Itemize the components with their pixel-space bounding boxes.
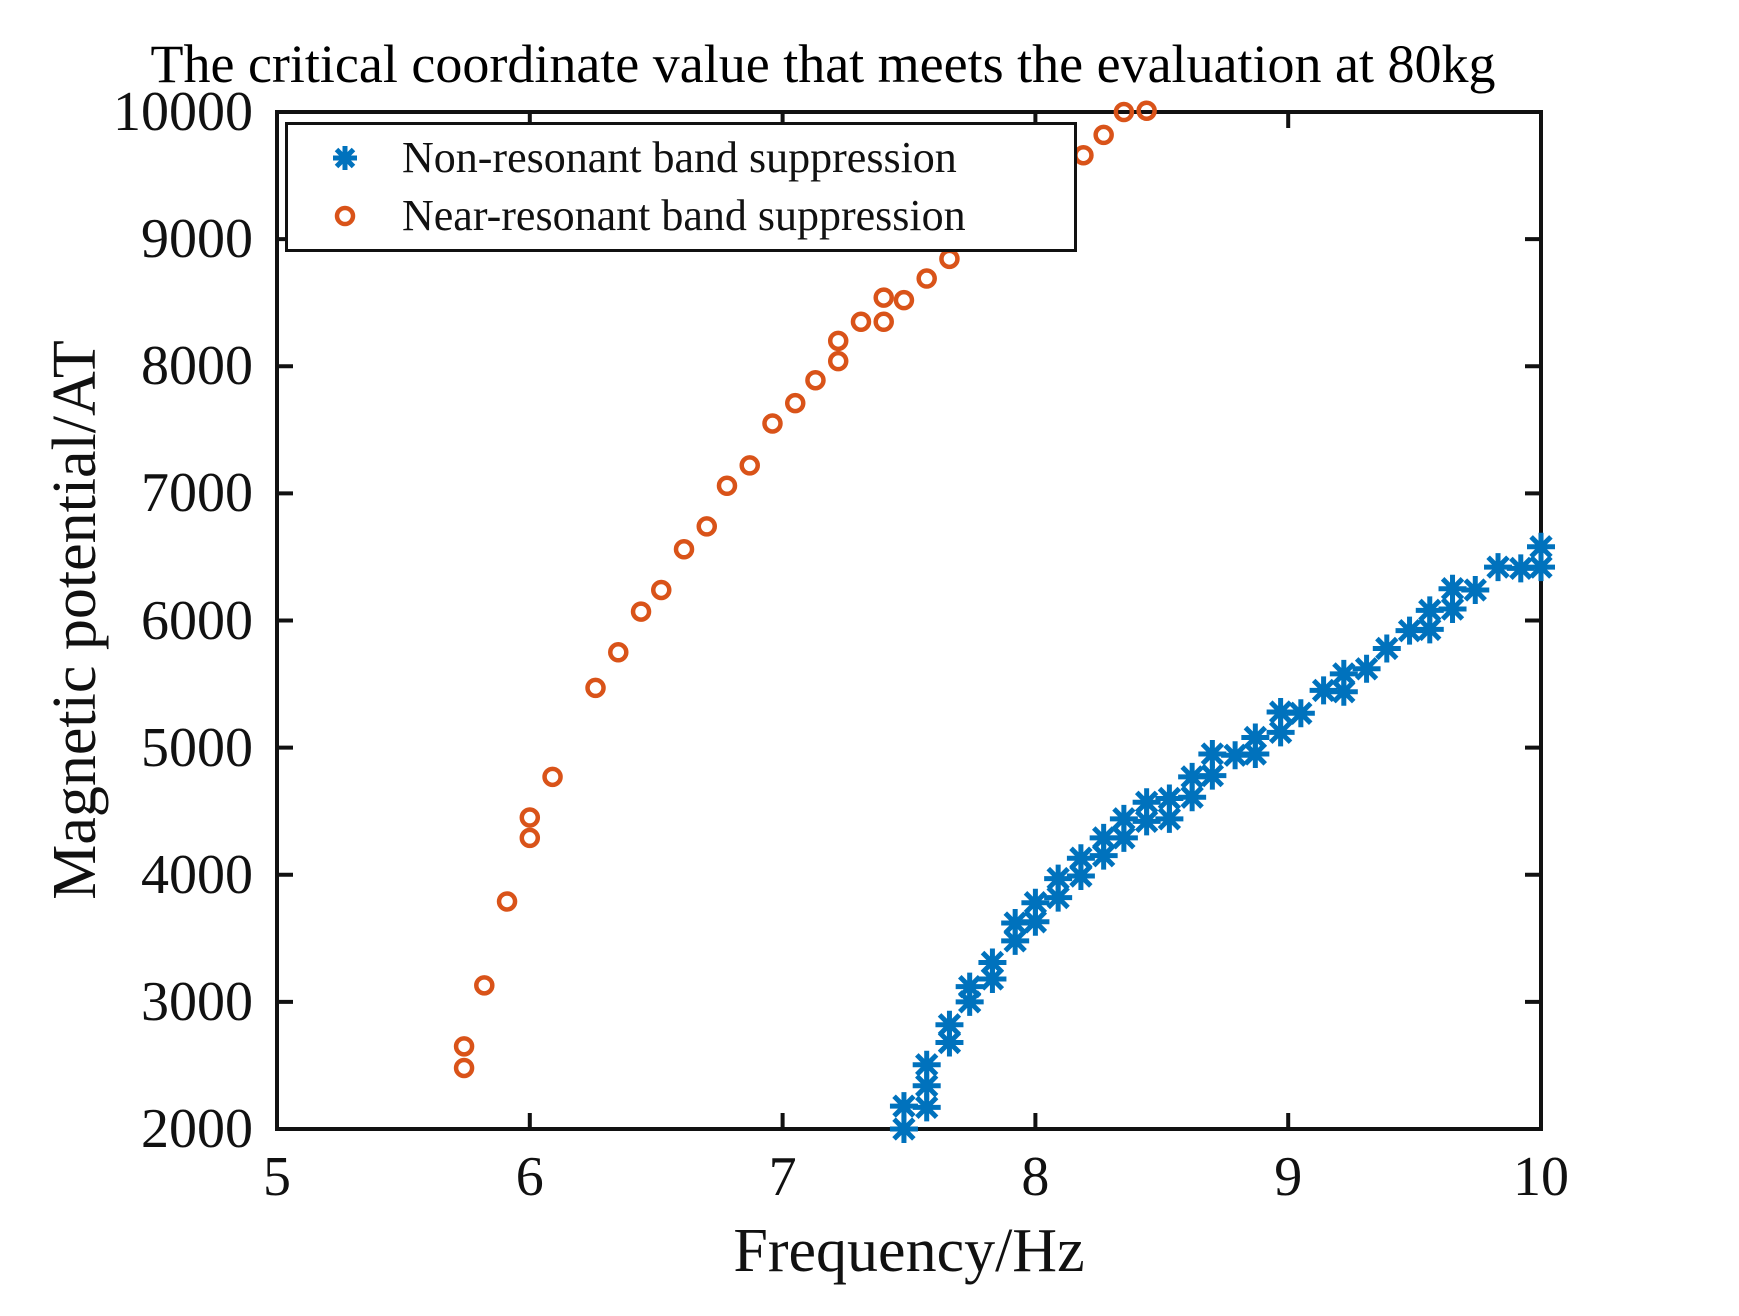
x-tick-label: 8 <box>1021 1146 1050 1208</box>
y-tick-label: 8000 <box>141 335 253 398</box>
x-tick-label: 6 <box>515 1146 544 1208</box>
circle-marker-icon <box>334 205 356 227</box>
y-tick-label: 7000 <box>141 462 253 525</box>
y-tick-label: 2000 <box>141 1098 253 1160</box>
legend-box: Non-resonant band suppression Near-reson… <box>285 122 1077 252</box>
x-tick-label: 5 <box>263 1146 291 1208</box>
y-tick-label: 10000 <box>113 81 253 143</box>
legend-item-nearresonant: Near-resonant band suppression <box>288 187 1074 245</box>
legend-label: Non-resonant band suppression <box>402 133 957 182</box>
legend-item-nonresonant: Non-resonant band suppression <box>288 129 1074 187</box>
y-tick-label: 3000 <box>141 970 253 1033</box>
legend-label: Near-resonant band suppression <box>402 191 966 240</box>
y-tick-label: 4000 <box>141 843 253 906</box>
y-tick-label: 9000 <box>141 208 253 271</box>
series-nearresonant-markers <box>453 100 1157 1079</box>
y-tick-label: 6000 <box>141 589 253 652</box>
x-axis-label: Frequency/Hz <box>733 1217 1085 1285</box>
y-axis-label: Magnetic potential/AT <box>41 340 109 900</box>
chart-title: The critical coordinate value that meets… <box>150 34 1496 94</box>
x-tick-label: 7 <box>768 1146 797 1208</box>
x-tick-label: 10 <box>1513 1146 1569 1208</box>
asterisk-marker-icon <box>333 146 357 170</box>
x-tick-label: 9 <box>1274 1146 1303 1208</box>
y-tick-label: 5000 <box>141 716 253 779</box>
series-nonresonant-markers <box>889 532 1555 1143</box>
